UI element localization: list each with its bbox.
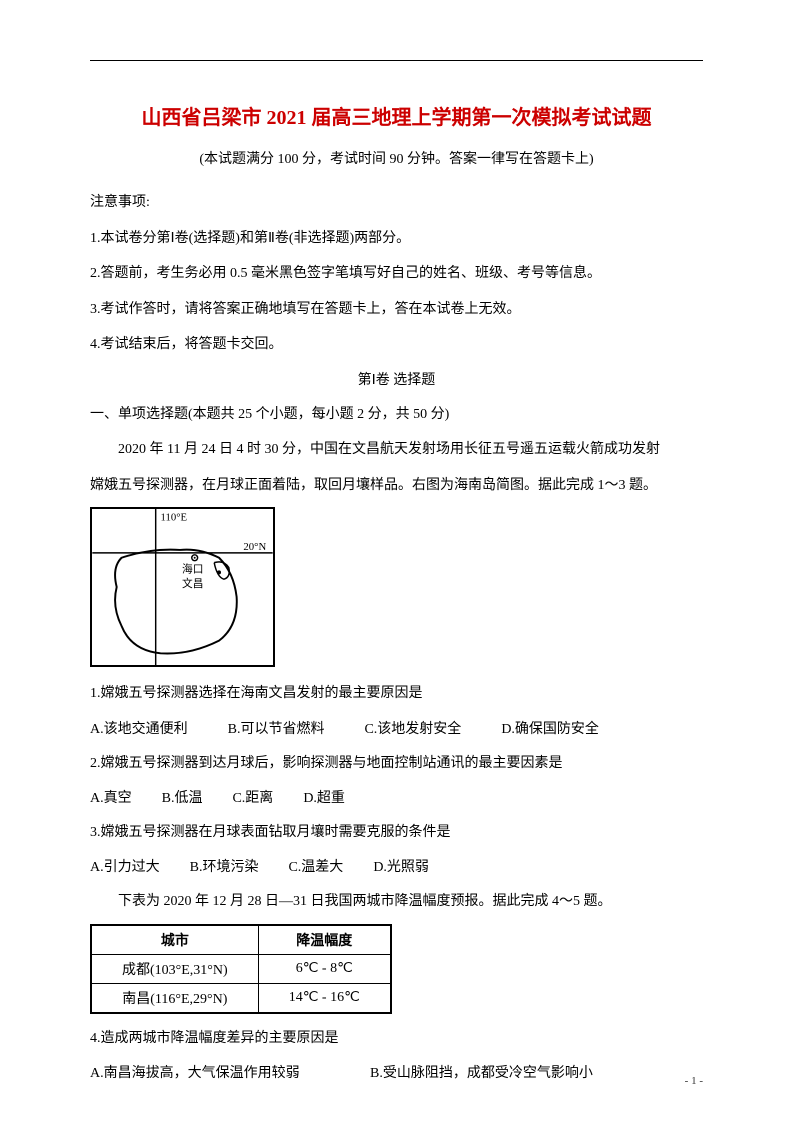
- q3-option-b: B.环境污染: [190, 851, 259, 885]
- table-cell-city: 成都(103°E,31°N): [91, 954, 258, 983]
- longitude-label: 110°E: [161, 512, 188, 524]
- table-cell-city: 南昌(116°E,29°N): [91, 983, 258, 1013]
- table-header-temp: 降温幅度: [258, 925, 391, 955]
- exam-subtitle: (本试题满分 100 分，考试时间 90 分钟。答案一律写在答题卡上): [90, 148, 703, 168]
- city-wenchang: 文昌: [182, 577, 203, 590]
- q3-option-c: C.温差大: [288, 851, 343, 885]
- page-number: - 1 -: [685, 1075, 703, 1087]
- q4-option-b: B.受山脉阻挡，成都受冷空气影响小: [370, 1057, 593, 1091]
- q2-option-d: D.超重: [303, 782, 345, 816]
- q4-text: 4.造成两城市降温幅度差异的主要原因是: [90, 1022, 703, 1056]
- q1-options: A.该地交通便利 B.可以节省燃料 C.该地发射安全 D.确保国防安全: [90, 713, 703, 747]
- q2-option-c: C.距离: [232, 782, 273, 816]
- notice-2: 2.答题前，考生务必用 0.5 毫米黑色签字笔填写好自己的姓名、班级、考号等信息…: [90, 257, 703, 291]
- section1-desc: 一、单项选择题(本题共 25 个小题，每小题 2 分，共 50 分): [90, 398, 703, 432]
- q1-option-a: A.该地交通便利: [90, 713, 188, 747]
- passage1-line2: 嫦娥五号探测器，在月球正面着陆，取回月壤样品。右图为海南岛简图。据此完成 1～3…: [90, 469, 703, 503]
- q2-option-b: B.低温: [162, 782, 203, 816]
- notice-3: 3.考试作答时，请将答案正确地填写在答题卡上，答在本试卷上无效。: [90, 293, 703, 327]
- temperature-table: 城市 降温幅度 成都(103°E,31°N) 6℃ - 8℃ 南昌(116°E,…: [90, 924, 392, 1014]
- table-cell-temp: 6℃ - 8℃: [258, 954, 391, 983]
- passage2: 下表为 2020 年 12 月 28 日—31 日我国两城市降温幅度预报。据此完…: [90, 885, 703, 919]
- notice-1: 1.本试卷分第Ⅰ卷(选择题)和第Ⅱ卷(非选择题)两部分。: [90, 222, 703, 256]
- notice-4: 4.考试结束后，将答题卡交回。: [90, 328, 703, 362]
- q2-option-a: A.真空: [90, 782, 132, 816]
- hainan-map: 110°E 20°N 海口 文昌: [90, 507, 275, 667]
- q1-option-b: B.可以节省燃料: [228, 713, 325, 747]
- q3-options: A.引力过大 B.环境污染 C.温差大 D.光照弱: [90, 851, 703, 885]
- q4-options: A.南昌海拔高，大气保温作用较弱 B.受山脉阻挡，成都受冷空气影响小: [90, 1057, 703, 1091]
- table-row: 南昌(116°E,29°N) 14℃ - 16℃: [91, 983, 391, 1013]
- top-divider: [90, 60, 703, 61]
- q3-option-d: D.光照弱: [373, 851, 429, 885]
- q3-option-a: A.引力过大: [90, 851, 160, 885]
- table-header-row: 城市 降温幅度: [91, 925, 391, 955]
- q2-text: 2.嫦娥五号探测器到达月球后，影响探测器与地面控制站通讯的最主要因素是: [90, 747, 703, 781]
- q1-option-c: C.该地发射安全: [364, 713, 461, 747]
- wenchang-marker: [217, 571, 221, 575]
- exam-page: 山西省吕梁市 2021 届高三地理上学期第一次模拟考试试题 (本试题满分 100…: [0, 0, 793, 1122]
- city-haikou: 海口: [182, 563, 203, 576]
- map-svg: 110°E 20°N 海口 文昌: [92, 509, 273, 665]
- q1-option-d: D.确保国防安全: [501, 713, 599, 747]
- passage1-line1: 2020 年 11 月 24 日 4 时 30 分，中国在文昌航天发射场用长征五…: [90, 433, 703, 467]
- notice-header: 注意事项:: [90, 186, 703, 220]
- table-row: 成都(103°E,31°N) 6℃ - 8℃: [91, 954, 391, 983]
- exam-title: 山西省吕梁市 2021 届高三地理上学期第一次模拟考试试题: [90, 101, 703, 130]
- q2-options: A.真空 B.低温 C.距离 D.超重: [90, 782, 703, 816]
- table-header-city: 城市: [91, 925, 258, 955]
- latitude-label: 20°N: [243, 541, 266, 553]
- q1-text: 1.嫦娥五号探测器选择在海南文昌发射的最主要原因是: [90, 677, 703, 711]
- q3-text: 3.嫦娥五号探测器在月球表面钻取月壤时需要克服的条件是: [90, 816, 703, 850]
- q4-option-a: A.南昌海拔高，大气保温作用较弱: [90, 1057, 370, 1091]
- table-cell-temp: 14℃ - 16℃: [258, 983, 391, 1013]
- section1-title: 第Ⅰ卷 选择题: [90, 364, 703, 398]
